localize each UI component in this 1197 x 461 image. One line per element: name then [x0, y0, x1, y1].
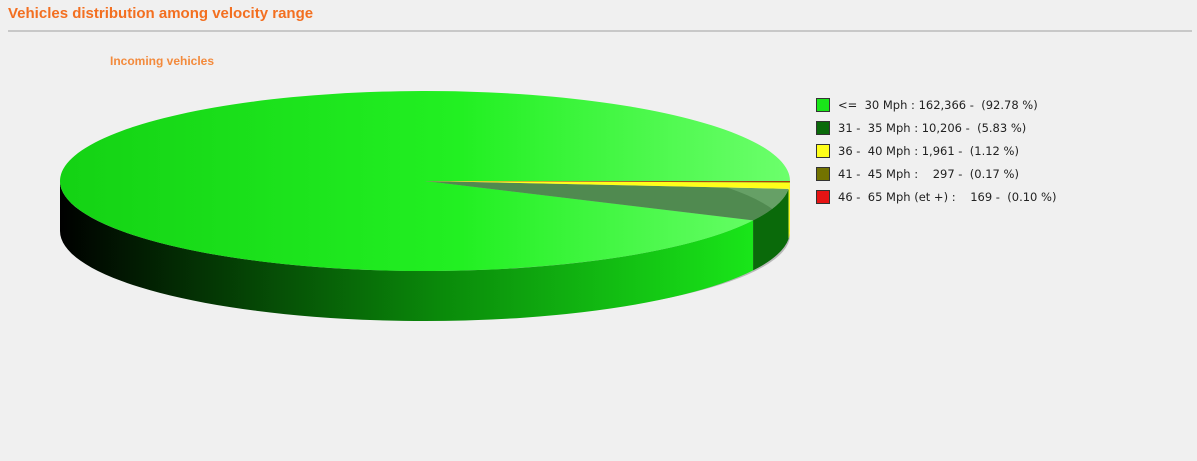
legend-item: <= 30 Mph : 162,366 - (92.78 %) — [816, 93, 1056, 116]
legend-label: 36 - 40 Mph : 1,961 - (1.12 %) — [838, 143, 1019, 158]
legend-label: 46 - 65 Mph (et +) : 169 - (0.10 %) — [838, 189, 1057, 204]
legend-item: 36 - 40 Mph : 1,961 - (1.12 %) — [816, 139, 1056, 162]
section-title: Vehicles distribution among velocity ran… — [8, 5, 314, 22]
legend-swatch — [816, 97, 830, 112]
legend-swatch — [816, 166, 830, 181]
header-divider — [8, 30, 1192, 32]
legend-swatch — [816, 143, 830, 158]
pie-slice-0 — [60, 91, 791, 272]
pie-slice-2 — [425, 181, 790, 189]
legend-label: 41 - 45 Mph : 297 - (0.17 %) — [838, 166, 1019, 181]
legend-label: <= 30 Mph : 162,366 - (92.78 %) — [838, 97, 1038, 112]
pie-slice-1 — [425, 181, 789, 221]
chart-title: Incoming vehicles — [110, 54, 215, 68]
pie-slice-4 — [425, 181, 790, 182]
legend-item: 46 - 65 Mph (et +) : 169 - (0.10 %) — [816, 185, 1056, 208]
chart-legend: <= 30 Mph : 162,366 - (92.78 %) 31 - 35 M… — [816, 93, 1056, 208]
legend-swatch — [816, 189, 830, 204]
legend-item: 31 - 35 Mph : 10,206 - (5.83 %) — [816, 116, 1056, 139]
legend-label: 31 - 35 Mph : 10,206 - (5.83 %) — [838, 120, 1027, 135]
pie-slice-3 — [425, 181, 790, 183]
pie-slice-side-1 — [753, 188, 789, 271]
legend-item: 41 - 45 Mph : 297 - (0.17 %) — [816, 162, 1056, 185]
legend-swatch — [816, 120, 830, 135]
pie-slice-side-2 — [788, 182, 790, 239]
pie-slice-side-0 — [60, 181, 754, 322]
